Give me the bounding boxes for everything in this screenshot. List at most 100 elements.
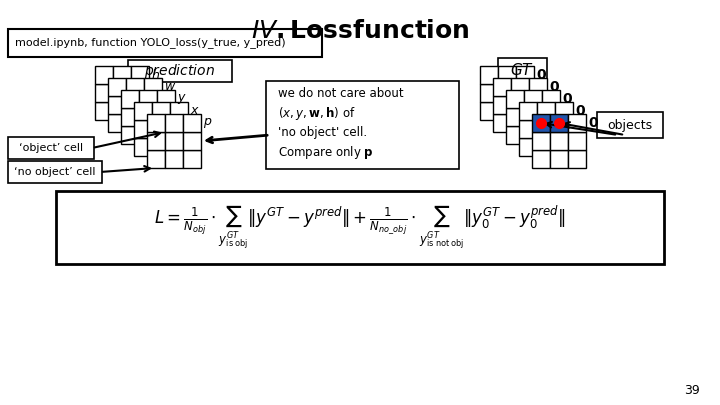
Bar: [537, 102, 555, 120]
Bar: [170, 102, 188, 120]
Bar: [550, 132, 568, 150]
Bar: [506, 108, 524, 126]
Bar: [121, 90, 139, 108]
Text: $\it{x}$: $\it{x}$: [190, 104, 200, 117]
Bar: [126, 78, 144, 96]
Bar: [498, 102, 516, 120]
Text: $\mathbf{0}$: $\mathbf{0}$: [588, 116, 599, 130]
Text: $\mathbf{0}$: $\mathbf{0}$: [562, 92, 573, 106]
Bar: [493, 114, 511, 132]
Text: ‘object’ cell: ‘object’ cell: [19, 143, 83, 153]
Bar: [542, 90, 560, 108]
Text: $L = \frac{1}{N_{obj}} \cdot \sum_{y^{GT}_{\rm is\;obj}} \|y^{GT} - y^{pred}\| +: $L = \frac{1}{N_{obj}} \cdot \sum_{y^{GT…: [154, 204, 566, 252]
Bar: [516, 66, 534, 84]
Text: model.ipynb, function YOLO_loss(y_true, y_pred): model.ipynb, function YOLO_loss(y_true, …: [15, 38, 286, 49]
Bar: [498, 66, 516, 84]
Bar: [532, 150, 550, 168]
Bar: [134, 120, 152, 138]
Bar: [480, 84, 498, 102]
Text: $\mathbf{0}$: $\mathbf{0}$: [536, 68, 547, 82]
Bar: [139, 90, 157, 108]
Text: $\it{w}$: $\it{w}$: [164, 81, 176, 94]
Bar: [532, 132, 550, 150]
Bar: [95, 84, 113, 102]
FancyBboxPatch shape: [266, 81, 459, 169]
FancyBboxPatch shape: [8, 161, 102, 183]
Bar: [134, 102, 152, 120]
Bar: [511, 96, 529, 114]
Bar: [147, 114, 165, 132]
Text: $\mathbf{0}$: $\mathbf{0}$: [549, 80, 560, 94]
Bar: [108, 114, 126, 132]
Text: $\it{h}$: $\it{h}$: [151, 68, 160, 82]
Text: $\it{y}$: $\it{y}$: [177, 92, 187, 106]
Bar: [108, 96, 126, 114]
Bar: [95, 102, 113, 120]
Bar: [147, 150, 165, 168]
Bar: [493, 78, 511, 96]
Bar: [152, 102, 170, 120]
Bar: [516, 102, 534, 120]
Bar: [134, 138, 152, 156]
Bar: [542, 126, 560, 144]
Bar: [126, 96, 144, 114]
Bar: [568, 114, 586, 132]
FancyBboxPatch shape: [8, 29, 322, 57]
Bar: [165, 150, 183, 168]
Bar: [524, 126, 542, 144]
Bar: [152, 120, 170, 138]
Bar: [121, 108, 139, 126]
Text: 39: 39: [684, 384, 700, 397]
Text: ‘no object’ cell: ‘no object’ cell: [14, 167, 96, 177]
Bar: [183, 114, 201, 132]
Bar: [529, 78, 547, 96]
Bar: [493, 96, 511, 114]
Bar: [506, 90, 524, 108]
Text: $\it{p}$: $\it{p}$: [203, 116, 212, 130]
Bar: [165, 114, 183, 132]
Bar: [519, 102, 537, 120]
Bar: [519, 120, 537, 138]
Bar: [568, 150, 586, 168]
Bar: [480, 66, 498, 84]
Text: $\mathit{GT}$: $\mathit{GT}$: [510, 62, 534, 78]
Bar: [519, 138, 537, 156]
Bar: [157, 126, 175, 144]
Bar: [144, 114, 162, 132]
FancyBboxPatch shape: [56, 191, 664, 264]
Bar: [144, 96, 162, 114]
Bar: [165, 132, 183, 150]
Bar: [152, 138, 170, 156]
Bar: [131, 102, 149, 120]
FancyBboxPatch shape: [498, 58, 547, 82]
Bar: [550, 150, 568, 168]
FancyBboxPatch shape: [597, 112, 663, 138]
Bar: [529, 96, 547, 114]
Bar: [511, 114, 529, 132]
Bar: [183, 132, 201, 150]
Bar: [524, 90, 542, 108]
Bar: [95, 66, 113, 84]
Text: $\it{prediction}$: $\it{prediction}$: [145, 62, 215, 80]
Bar: [537, 138, 555, 156]
Bar: [108, 78, 126, 96]
Bar: [131, 66, 149, 84]
Bar: [157, 90, 175, 108]
Bar: [113, 84, 131, 102]
Bar: [555, 120, 573, 138]
Bar: [113, 102, 131, 120]
Bar: [529, 114, 547, 132]
Bar: [170, 138, 188, 156]
Bar: [506, 126, 524, 144]
Bar: [113, 66, 131, 84]
Bar: [532, 114, 550, 132]
Bar: [121, 126, 139, 144]
Bar: [524, 108, 542, 126]
Bar: [542, 108, 560, 126]
Bar: [555, 138, 573, 156]
Bar: [183, 150, 201, 168]
Bar: [147, 132, 165, 150]
Bar: [498, 84, 516, 102]
Text: $\mathit{IV}$$\bf{. Loss function}$: $\mathit{IV}$$\bf{. Loss function}$: [251, 20, 469, 43]
Bar: [144, 78, 162, 96]
